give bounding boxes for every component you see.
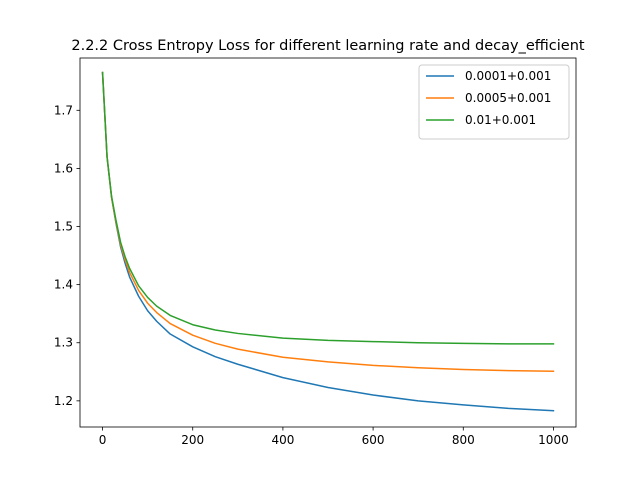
x-tick-label: 400: [271, 433, 294, 447]
series-line-3: [101, 71, 555, 345]
y-tick-label: 1.7: [54, 103, 73, 117]
axes: 0 200 400 600 800 1000 1.2 1.3 1.4 1.5 1.6 1.7: [54, 57, 577, 447]
legend-box: [418, 64, 570, 140]
legend-label-3: 0.01+0.001: [465, 113, 536, 127]
y-tick-label: 1.2: [54, 394, 73, 408]
x-tick-label: 200: [181, 433, 204, 447]
axes-frame: [79, 57, 577, 428]
y-tick-label: 1.6: [54, 161, 73, 175]
legend-label-1: 0.0001+0.001: [465, 69, 551, 83]
legend: 0.0001+0.001 0.0005+0.001 0.01+0.001: [418, 64, 570, 140]
plot-area: [101, 71, 555, 412]
chart-title: 2.2.2 Cross Entropy Loss for different l…: [71, 38, 585, 54]
x-tick-label: 600: [362, 433, 385, 447]
y-tick-label: 1.5: [54, 220, 73, 234]
x-tick-label: 0: [99, 433, 107, 447]
x-tick-label: 1000: [538, 433, 569, 447]
x-tick-label: 800: [452, 433, 475, 447]
y-tick-label: 1.3: [54, 336, 73, 350]
legend-label-2: 0.0005+0.001: [465, 91, 551, 105]
y-tick-label: 1.4: [54, 278, 73, 292]
